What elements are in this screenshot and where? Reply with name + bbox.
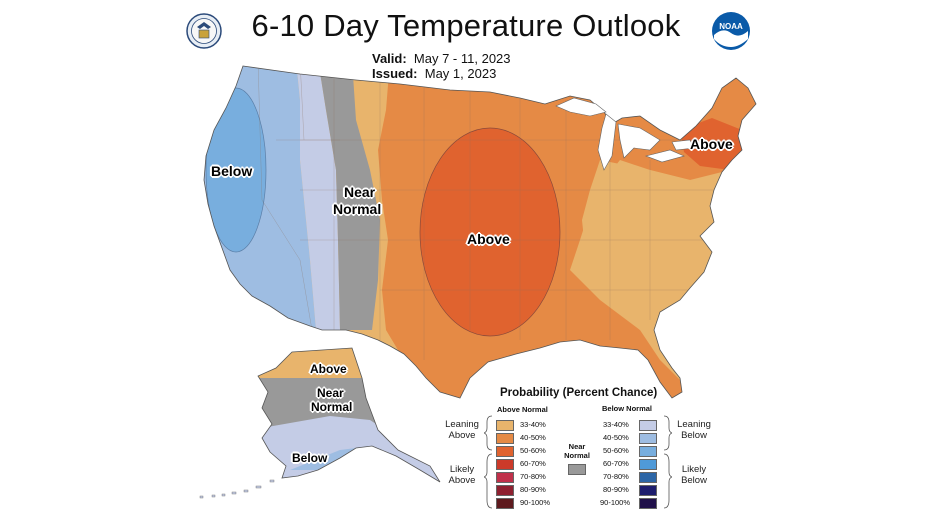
legend-leaning-below-line1: Leaning — [677, 419, 711, 430]
legend-leaning-above: Leaning Above — [440, 419, 484, 441]
legend-likely-above: Likely Above — [440, 464, 484, 486]
legend-below-range-4: 60-70% — [603, 459, 629, 468]
legend-below-swatch-6 — [639, 485, 657, 496]
legend-left-braces — [484, 415, 493, 509]
valid-line: Valid: May 7 - 11, 2023 — [372, 51, 511, 66]
department-of-commerce-seal-icon — [186, 13, 222, 49]
legend-likely-above-line1: Likely — [449, 464, 475, 475]
legend-above-range-1: 33-40% — [520, 420, 546, 429]
map-label-alaska-above: Above — [310, 362, 347, 376]
legend-leaning-below-line2: Below — [681, 430, 707, 441]
map-label-below-west: Below — [211, 163, 253, 179]
legend-likely-below-line1: Likely — [681, 464, 707, 475]
legend-below-header: Below Normal — [602, 404, 653, 413]
legend-above-range-3: 50-60% — [520, 446, 546, 455]
legend-leaning-below: Leaning Below — [672, 419, 716, 441]
page-title: 6-10 Day Temperature Outlook — [251, 8, 681, 43]
legend-above-range-2: 40-50% — [520, 433, 546, 442]
legend-above-range-6: 80-90% — [520, 485, 546, 494]
legend-above-range-7: 90-100% — [520, 498, 551, 507]
legend-below-range-6: 80-90% — [603, 485, 629, 494]
legend-likely-below: Likely Below — [672, 464, 716, 486]
legend-above-range-4: 60-70% — [520, 459, 546, 468]
legend-below-range-2: 40-50% — [603, 433, 629, 442]
legend-below-swatch-5 — [639, 472, 657, 483]
map-label-above-central: Above — [467, 231, 510, 247]
legend-leaning-above-line1: Leaning — [445, 419, 479, 430]
legend-above-swatch-4 — [496, 459, 514, 470]
map-label-alaska-near-1: Near — [317, 386, 344, 400]
legend-below-swatch-4 — [639, 459, 657, 470]
legend-below-swatch-2 — [639, 433, 657, 444]
map-label-near-west-2: Normal — [333, 201, 382, 217]
legend-title: Probability (Percent Chance) — [500, 387, 658, 399]
legend-above-range-5: 70-80% — [520, 472, 546, 481]
legend-above-swatch-2 — [496, 433, 514, 444]
valid-value: May 7 - 11, 2023 — [413, 51, 511, 66]
map-label-alaska-near-2: Normal — [311, 400, 353, 414]
legend-above-header: Above Normal — [497, 405, 548, 414]
legend-below-swatch-1 — [639, 420, 657, 431]
legend-likely-below-line2: Below — [681, 475, 707, 486]
issued-label: Issued: — [372, 66, 418, 81]
legend-right-braces — [663, 415, 672, 509]
legend-near-normal-swatch — [568, 464, 586, 475]
legend-above-swatch-5 — [496, 472, 514, 483]
legend-below-range-1: 33-40% — [603, 420, 629, 429]
legend-above-swatch-7 — [496, 498, 514, 509]
issued-line: Issued: May 1, 2023 — [372, 66, 496, 81]
legend-above-swatch-3 — [496, 446, 514, 457]
valid-label: Valid: — [372, 51, 407, 66]
legend-below-range-5: 70-80% — [603, 472, 629, 481]
legend-leaning-above-line2: Above — [448, 430, 476, 441]
map-label-above-northeast: Above — [690, 136, 733, 152]
legend-likely-above-line2: Above — [448, 475, 476, 486]
legend-below-range-3: 50-60% — [603, 446, 629, 455]
legend-below-swatch-3 — [639, 446, 657, 457]
map-label-alaska-below: Below — [292, 451, 328, 465]
noaa-logo-text: NOAA — [719, 22, 743, 31]
legend-below-swatch-7 — [639, 498, 657, 509]
issued-value: May 1, 2023 — [424, 66, 497, 81]
map-label-near-west-1: Near — [344, 184, 376, 200]
noaa-logo-icon: NOAA — [711, 11, 751, 51]
legend-near-line2: Normal — [564, 451, 590, 460]
legend-near-normal-label: Near Normal — [560, 442, 594, 460]
legend-above-swatch-6 — [496, 485, 514, 496]
legend-near-line1: Near — [568, 442, 586, 451]
legend-above-swatch-1 — [496, 420, 514, 431]
legend-below-range-7: 90-100% — [600, 498, 631, 507]
